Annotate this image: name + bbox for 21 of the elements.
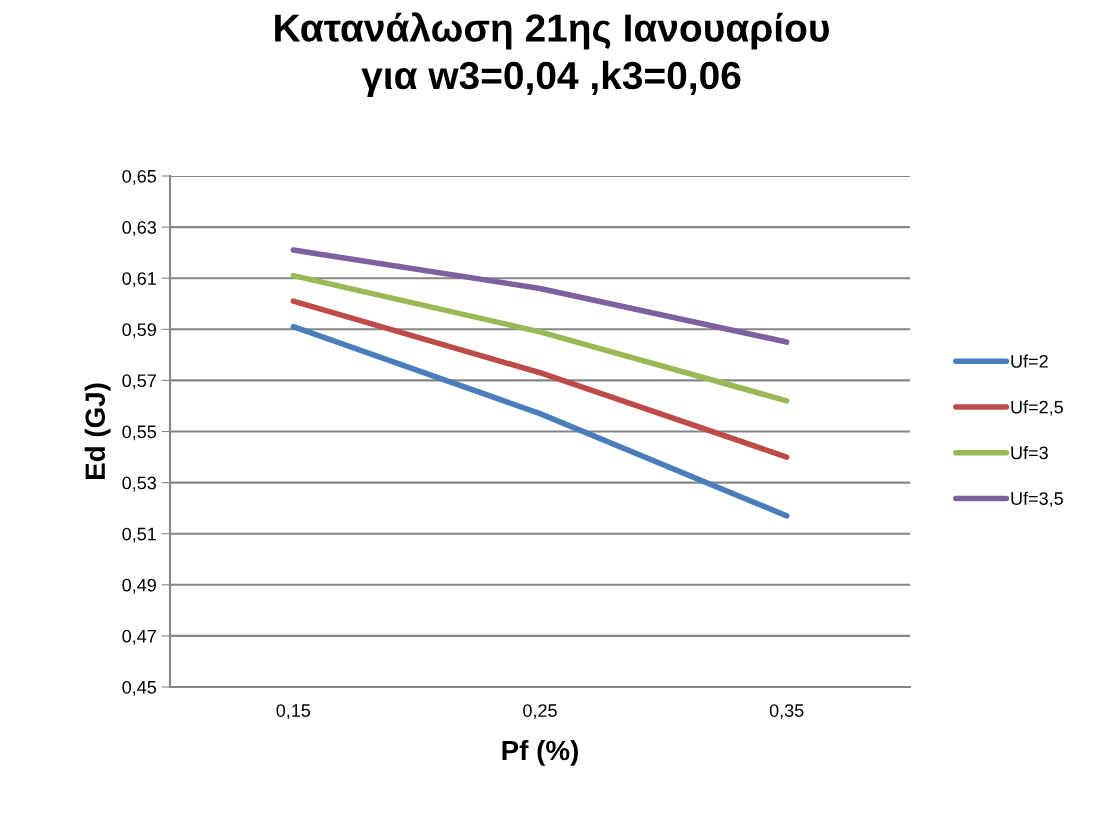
y-tick-label: 0,63 (122, 221, 157, 236)
y-axis-title: Ed (GJ) (84, 383, 111, 480)
x-axis-title: Pf (%) (502, 739, 578, 766)
chart-title: Κατανάλωση 21ης Ιανουαρίου για w3=0,04 ,k3=0,06 (275, 12, 829, 97)
y-tick-label: 0,47 (122, 629, 156, 645)
x-tick-label: 0,15 (276, 704, 311, 720)
legend-label: Uf=2 (1011, 354, 1048, 368)
legend-label: Uf=3,5 (1011, 491, 1063, 508)
y-tick-label: 0,57 (122, 374, 156, 390)
x-tick-label: 0,25 (523, 704, 557, 720)
y-tick-label: 0,65 (122, 169, 157, 185)
y-tick-label: 0,61 (122, 272, 156, 288)
y-tick-label: 0,55 (122, 425, 157, 441)
y-tick-label: 0,51 (122, 527, 156, 543)
y-tick-label: 0,45 (122, 680, 157, 696)
y-tick-label: 0,53 (122, 476, 157, 492)
legend-label: Uf=3 (1011, 445, 1048, 460)
y-tick-label: 0,49 (122, 578, 156, 594)
legend-label: Uf=2,5 (1011, 400, 1063, 416)
y-tick-label: 0,59 (122, 323, 156, 339)
x-tick-label: 0,35 (769, 704, 804, 720)
